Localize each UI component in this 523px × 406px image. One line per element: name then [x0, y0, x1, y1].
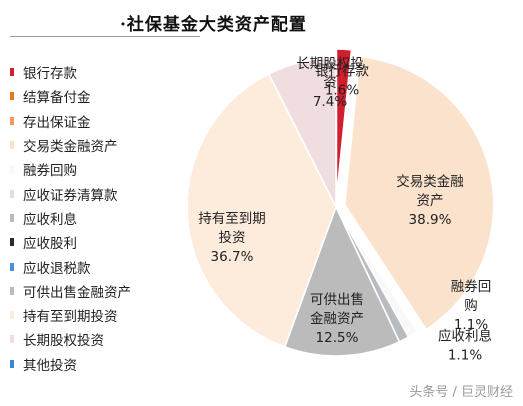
pie-slice [267, 57, 337, 208]
slice-label-line: 7.4% [313, 94, 347, 110]
legend-label: 结算备付金 [23, 90, 91, 107]
legend: 银行存款结算备付金存出保证金交易类金融资产 融券回购应收证券清算款 应收利息应收股利… [10, 60, 131, 376]
slice-label-line: 应收利息 [438, 328, 492, 345]
legend-label: 持有至到期投资 [23, 309, 118, 326]
legend-item: 应收退税款 [10, 254, 131, 278]
legend-swatch [10, 359, 14, 368]
slice-label-line: 1.6% [325, 83, 359, 99]
slice-label-line: 长期股权投 [296, 55, 364, 72]
slice-label-line: 可供出售 [310, 292, 364, 308]
legend-item: 应收证券清算款 [10, 181, 131, 205]
legend-swatch [10, 213, 14, 222]
legend-swatch [10, 238, 14, 247]
legend-item: 其他投资 [10, 352, 131, 376]
legend-label: 存出保证金 [23, 114, 91, 131]
legend-item: 融券回购 [10, 157, 131, 181]
legend-swatch [10, 92, 14, 101]
pie-slice [283, 204, 401, 357]
slice-label: 长期股权投资 7.4% [296, 55, 364, 110]
legend-item: 应收利息 [10, 206, 131, 230]
legend-label: 其他投资 [23, 357, 77, 374]
legend-label: 应收利息 [23, 211, 77, 228]
legend-item: 存出保证金 [10, 109, 131, 133]
legend-swatch [10, 165, 14, 174]
legend-item: 交易类金融资产 [10, 133, 131, 157]
legend-swatch [10, 335, 14, 344]
slice-label: 交易类金融资产 38.9% [396, 173, 464, 228]
chart-title: ·社保基金大类资产配置 [120, 15, 307, 35]
pie-slice [343, 55, 495, 331]
slice-label: 银行存款 1.6% [315, 64, 369, 99]
slice-label-line: 投资 [219, 230, 246, 246]
legend-swatch [10, 262, 14, 271]
legend-swatch [10, 189, 14, 198]
legend-swatch [10, 141, 14, 150]
slice-label: 融券回购 1.1% [451, 279, 492, 333]
title-underline [10, 36, 200, 37]
slice-label-line: 金融资产 [310, 311, 364, 327]
legend-label: 应收股利 [23, 236, 77, 253]
legend-item: 长期股权投资 [10, 327, 131, 351]
slice-label-line: 融券回 [451, 279, 492, 295]
legend-swatch [10, 311, 14, 320]
legend-label: 交易类金融资产 [23, 139, 118, 156]
legend-label: 融券回购 [23, 163, 77, 180]
legend-item: 应收股利 [10, 230, 131, 254]
slice-label-line: 购 [464, 298, 478, 314]
legend-swatch [10, 116, 14, 125]
slice-label: 应收利息 1.1% [438, 328, 492, 364]
legend-label: 银行存款 [23, 66, 77, 83]
slice-label-line: 交易类金融 [396, 173, 464, 190]
slice-label-line: 银行存款 [315, 64, 369, 80]
slice-label-line: 36.7% [211, 249, 254, 265]
legend-item: 可供出售金融资产 [10, 279, 131, 303]
slice-label-line: 1.1% [448, 348, 482, 364]
slice-label-line: 持有至到期 [198, 211, 266, 227]
slice-label-line: 资产 [417, 193, 444, 209]
legend-item: 结算备付金 [10, 84, 131, 108]
legend-item: 持有至到期投资 [10, 303, 131, 327]
slice-label: 持有至到期投资 36.7% [198, 211, 266, 265]
pie-slice [186, 72, 337, 348]
legend-label: 长期股权投资 [23, 333, 104, 350]
slice-label-line: 资 [323, 75, 337, 91]
slice-label-line: 12.5% [316, 330, 359, 346]
legend-swatch [10, 286, 14, 295]
slice-label-line: 38.9% [409, 212, 452, 228]
legend-swatch [10, 68, 14, 77]
watermark: 头条号 / 巨灵财经 [409, 385, 513, 400]
legend-label: 可供出售金融资产 [23, 284, 131, 301]
legend-item: 银行存款 [10, 60, 131, 84]
slice-label: 可供出售金融资产 12.5% [310, 292, 364, 346]
legend-label: 应收证券清算款 [23, 187, 118, 204]
slice-label-line: 1.1% [454, 317, 488, 333]
pie-slice [335, 48, 353, 199]
legend-label: 应收退税款 [23, 260, 91, 277]
